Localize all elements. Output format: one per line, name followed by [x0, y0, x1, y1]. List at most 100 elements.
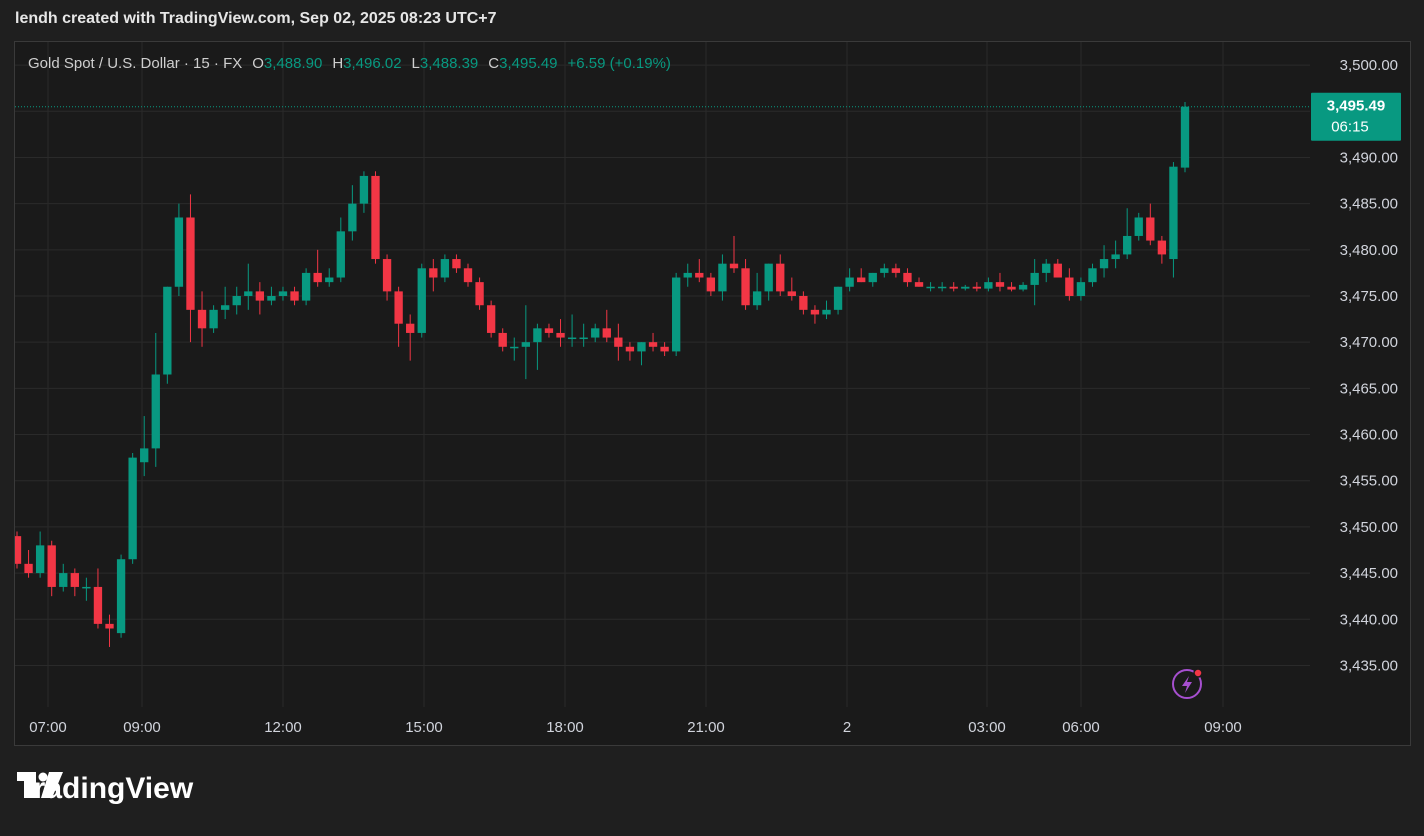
y-tick-label: 3,490.00 — [1340, 149, 1398, 166]
candle-body — [371, 175, 380, 260]
candle-body — [544, 328, 554, 333]
x-tick-label: 15:00 — [405, 719, 443, 736]
candle-body — [868, 272, 877, 283]
y-tick-label: 3,465.00 — [1340, 380, 1398, 397]
y-tick-label: 3,475.00 — [1340, 288, 1398, 305]
candle-body — [116, 559, 126, 634]
candle-body — [810, 309, 820, 315]
candle-body — [70, 573, 79, 587]
legend-symbol[interactable]: Gold Spot / U.S. Dollar · 15 · FX — [28, 55, 243, 72]
candle-body — [729, 263, 739, 269]
candle-body — [197, 309, 207, 329]
legend-low-value: 3,488.39 — [419, 55, 479, 72]
legend-open-value: 3,488.90 — [263, 55, 323, 72]
candle-body — [278, 291, 288, 296]
candle-body — [15, 536, 22, 564]
candle-body — [995, 282, 1005, 287]
candle-body — [301, 272, 311, 301]
price-badge-countdown: 06:15 — [1331, 119, 1369, 136]
x-tick-label: 18:00 — [546, 719, 584, 736]
candle-body — [313, 272, 322, 283]
candle-body — [1134, 217, 1143, 236]
y-tick-label: 3,470.00 — [1340, 334, 1398, 351]
legend-close-value: 3,495.49 — [499, 55, 558, 72]
candle-body — [82, 586, 91, 589]
candle-body — [486, 305, 496, 333]
chart-credit: lendh created with TradingView.com, Sep … — [15, 10, 497, 27]
y-tick-label: 3,440.00 — [1340, 611, 1398, 628]
tradingview-logo[interactable]: TradingView — [17, 772, 193, 806]
candle-body — [625, 346, 635, 352]
candle-body — [857, 277, 866, 283]
candle-body — [776, 263, 785, 292]
y-tick-label: 3,460.00 — [1340, 427, 1398, 444]
candle-body — [59, 573, 68, 587]
candle-body — [602, 328, 611, 338]
candle-body — [394, 291, 403, 324]
y-tick-label: 3,450.00 — [1340, 519, 1398, 536]
candle-body — [672, 277, 681, 352]
candle-body — [255, 291, 265, 301]
candle-body — [591, 328, 600, 338]
candle-body — [359, 175, 369, 204]
candlestick-chart[interactable]: 3,500.003,495.003,490.003,485.003,480.00… — [15, 42, 1410, 745]
candle-body — [336, 231, 345, 278]
candle-body — [926, 286, 935, 289]
candle-body — [348, 203, 357, 232]
candle-body — [833, 286, 843, 310]
legend-high-value: 3,496.02 — [343, 55, 402, 72]
candle-body — [683, 272, 692, 278]
tradingview-logo-icon — [17, 772, 63, 798]
candle-body — [220, 305, 230, 310]
candle-body — [1180, 106, 1190, 168]
candle-body — [440, 259, 450, 278]
x-tick-label: 09:00 — [123, 719, 161, 736]
legend-open-label: O — [252, 55, 264, 72]
candle-body — [429, 268, 438, 278]
candle-body — [648, 342, 658, 347]
candle-body — [949, 286, 958, 289]
candle-body — [891, 268, 901, 273]
legend-high-label: H — [332, 55, 344, 72]
candle-body — [880, 268, 889, 273]
candle-body — [382, 259, 392, 292]
candle-body — [510, 346, 519, 349]
candle-body — [174, 217, 184, 287]
candle-body — [845, 277, 854, 287]
candle-body — [267, 295, 276, 301]
lightning-icon[interactable] — [1171, 668, 1203, 700]
price-badge-price: 3,495.49 — [1327, 98, 1385, 115]
y-tick-label: 3,435.00 — [1340, 657, 1398, 674]
candle-body — [614, 337, 623, 347]
candle-body — [695, 272, 704, 278]
candle-body — [1169, 166, 1178, 260]
candle-body — [35, 545, 45, 574]
x-tick-label: 21:00 — [687, 719, 725, 736]
candle-body — [764, 263, 773, 292]
candle-body — [463, 268, 473, 283]
ohlc-legend: Gold Spot / U.S. Dollar · 15 · FX O3,488.… — [28, 55, 671, 72]
candle-body — [140, 448, 149, 463]
candle-body — [1065, 277, 1074, 296]
chart-frame[interactable]: 3,500.003,495.003,490.003,485.003,480.00… — [14, 41, 1411, 746]
candle-body — [417, 268, 426, 333]
candle-body — [937, 286, 947, 289]
y-tick-label: 3,485.00 — [1340, 196, 1398, 213]
y-tick-label: 3,480.00 — [1340, 242, 1398, 259]
candle-body — [1018, 284, 1028, 290]
candle-body — [706, 277, 716, 292]
candle-body — [914, 282, 924, 287]
candle-body — [1076, 282, 1086, 296]
candle-body — [972, 286, 982, 289]
candle-body — [1088, 268, 1097, 283]
candle-body — [1111, 254, 1120, 260]
candle-body — [290, 291, 299, 301]
y-tick-label: 3,500.00 — [1340, 57, 1398, 74]
y-tick-label: 3,445.00 — [1340, 565, 1398, 582]
candle-body — [961, 286, 970, 289]
candle-body — [93, 586, 103, 624]
candle-body — [452, 259, 461, 269]
candle-body — [244, 291, 253, 296]
candle-body — [1099, 259, 1109, 269]
price-badge — [1311, 92, 1401, 141]
